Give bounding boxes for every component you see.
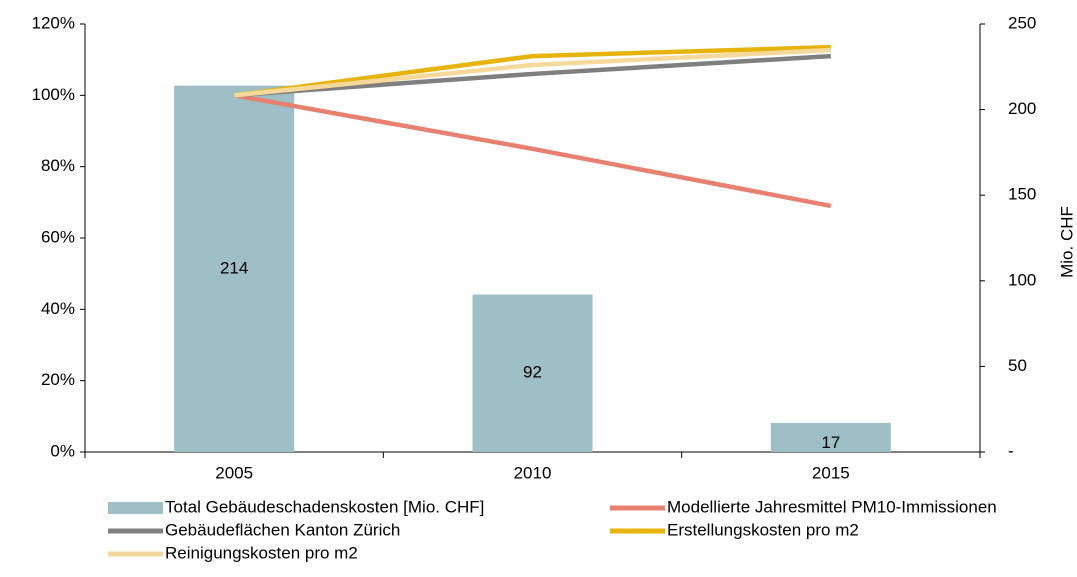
y2-tick-label: 250 [1008, 13, 1036, 32]
data-label: 92 [523, 363, 542, 382]
bar [770, 422, 891, 452]
y2-tick-label: 100 [1008, 270, 1036, 289]
y-tick-label: 20% [41, 370, 75, 389]
data-label: 214 [220, 258, 248, 277]
data-label: 17 [821, 433, 840, 452]
bar [472, 294, 593, 452]
legend-label: Gebäudeflächen Kanton Zürich [165, 520, 400, 539]
y2-tick-label: 200 [1008, 99, 1036, 118]
legend-label: Erstellungskosten pro m2 [667, 520, 859, 539]
y-tick-label: 60% [41, 227, 75, 246]
legend-label: Total Gebäudeschadenskosten [Mio. CHF] [165, 497, 484, 516]
y2-tick-label: 150 [1008, 185, 1036, 204]
line [233, 44, 831, 98]
legend-label: Modellierte Jahresmittel PM10-Immissione… [667, 497, 997, 516]
y2-axis-label: Mio. CHF [1057, 206, 1076, 278]
legend-label: Reinigungskosten pro m2 [165, 543, 358, 562]
y2-tick-label: - [1008, 441, 1014, 460]
y-tick-label: 0% [50, 441, 75, 460]
line [233, 47, 831, 98]
x-tick-label: 2015 [812, 463, 850, 482]
y-tick-label: 80% [41, 156, 75, 175]
y-tick-label: 100% [32, 85, 75, 104]
line [233, 93, 832, 209]
y-tick-label: 40% [41, 299, 75, 318]
line [234, 53, 831, 98]
y-tick-label: 120% [32, 13, 75, 32]
bar [174, 85, 295, 452]
x-tick-label: 2010 [514, 463, 552, 482]
x-tick-label: 2005 [215, 463, 253, 482]
legend-swatch [108, 502, 163, 514]
y2-tick-label: 50 [1008, 356, 1027, 375]
